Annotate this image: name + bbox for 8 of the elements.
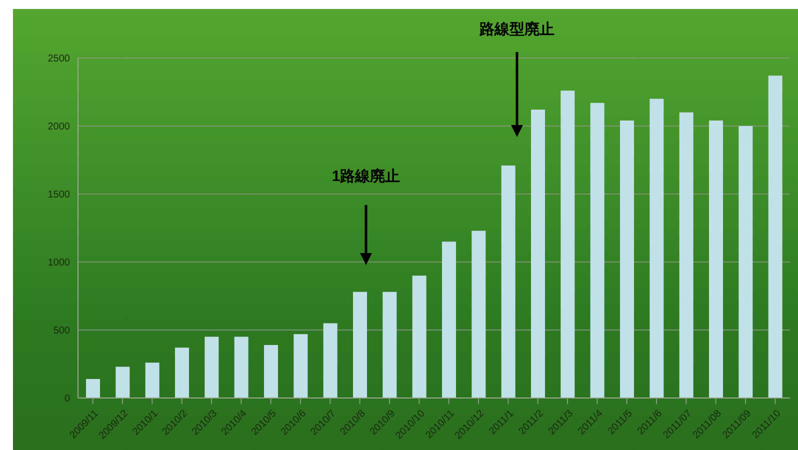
y-tick-label: 2000 [48,122,70,133]
annotation: 1路線廃止 [332,167,400,185]
y-tick-label: 1000 [48,258,70,269]
text: 路線型廃止 [478,20,554,38]
y-tick-label: 1500 [48,190,70,201]
y-tick-label: 2500 [48,54,70,65]
y-tick-label: 500 [53,326,70,337]
y-tick-label: 0 [64,394,70,405]
